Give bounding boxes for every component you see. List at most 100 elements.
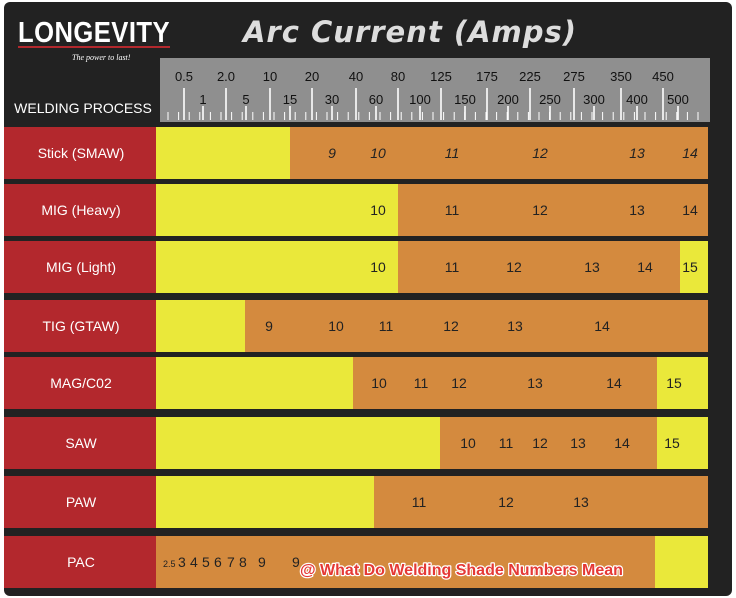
scale-tick-label-lower: 100 <box>409 92 431 107</box>
table-row: SAW 10 11 12 13 14 15 <box>4 417 708 469</box>
process-label: MIG (Heavy) <box>41 202 120 218</box>
shade-number: 15 <box>664 435 680 451</box>
shade-number: 5 <box>202 554 210 570</box>
process-column-header: WELDING PROCESS <box>14 100 152 116</box>
shade-number: 15 <box>666 375 682 391</box>
scale-tick-label-upper: 350 <box>610 69 632 84</box>
scale-tick-label-upper: 80 <box>391 69 405 84</box>
shade-number: 12 <box>443 318 459 334</box>
no-filter-band <box>156 184 398 236</box>
shade-number: 10 <box>370 259 386 275</box>
scale-tick-label-upper: 225 <box>519 69 541 84</box>
shade-number: 9 <box>258 554 266 570</box>
no-filter-band <box>156 127 290 179</box>
shade-number: 14 <box>606 375 622 391</box>
shade-15-band <box>680 241 708 293</box>
process-label: PAC <box>67 554 95 570</box>
logo-text: LONGEVITY <box>18 17 170 49</box>
shade-number: 10 <box>371 375 387 391</box>
shade-number: 9 <box>328 145 336 161</box>
table-row: MIG (Light) 10 11 12 13 14 15 <box>4 241 708 293</box>
shade-band <box>156 536 655 588</box>
scale-tick-label-upper: 450 <box>652 69 674 84</box>
process-label-cell <box>4 300 156 352</box>
shade-number: 4 <box>190 554 198 570</box>
shade-number: 11 <box>412 494 427 510</box>
process-label: Stick (SMAW) <box>38 145 125 161</box>
shade-number: 12 <box>451 375 467 391</box>
table-row: TIG (GTAW) 9 10 11 12 13 14 <box>4 300 708 352</box>
process-label-cell <box>4 357 156 409</box>
process-label-cell <box>4 184 156 236</box>
shade-number: 12 <box>532 145 548 161</box>
watermark-text: @ What Do Welding Shade Numbers Mean <box>300 562 623 579</box>
shade-number: 10 <box>370 145 386 161</box>
table-row: MAG/C02 10 11 12 13 14 15 <box>4 357 708 409</box>
scale-tick-label-lower: 300 <box>583 92 605 107</box>
process-label-cell <box>4 241 156 293</box>
shade-number: 12 <box>506 259 522 275</box>
shade-number: 11 <box>379 318 394 334</box>
scale-tick-label-upper: 40 <box>349 69 363 84</box>
process-label-cell <box>4 536 156 588</box>
shade-number: 11 <box>499 435 514 451</box>
process-label: MIG (Light) <box>46 259 116 275</box>
no-filter-band <box>156 357 353 409</box>
table-row: Stick (SMAW) 9 10 11 12 13 14 <box>4 127 708 179</box>
shade-number: 9 <box>292 554 300 570</box>
scale-bar <box>160 58 710 122</box>
shade-number: 14 <box>614 435 630 451</box>
chart-title: Arc Current (Amps) <box>241 15 577 49</box>
shade-number: 3 <box>178 554 186 570</box>
scale-tick-label-lower: 200 <box>497 92 519 107</box>
process-label-cell <box>4 417 156 469</box>
shade-number: 14 <box>637 259 653 275</box>
shade-15-band <box>657 357 708 409</box>
no-filter-band <box>156 300 245 352</box>
shade-number: 12 <box>532 202 548 218</box>
shade-number: 11 <box>445 259 460 275</box>
shade-number: 13 <box>570 435 586 451</box>
process-label-cell <box>4 476 156 528</box>
scale-tick-label-lower: 500 <box>667 92 689 107</box>
process-label: TIG (GTAW) <box>43 318 120 334</box>
table-row: MIG (Heavy) 10 11 12 13 14 <box>4 184 708 236</box>
shade-number: 13 <box>527 375 543 391</box>
scale-tick-label-lower: 60 <box>369 92 383 107</box>
shade-number: 10 <box>460 435 476 451</box>
shade-number: 14 <box>594 318 610 334</box>
shade-number: 11 <box>445 145 460 161</box>
shade-number: 10 <box>370 202 386 218</box>
scale-tick-label-lower: 30 <box>325 92 339 107</box>
shade-number: 13 <box>584 259 600 275</box>
shade-number: 10 <box>328 318 344 334</box>
shade-number: 11 <box>445 202 460 218</box>
table-row: PAW 11 12 13 <box>4 476 708 528</box>
shade-15-band <box>655 536 708 588</box>
shade-number: 13 <box>629 145 645 161</box>
no-filter-band <box>156 476 374 528</box>
process-label-cell <box>4 127 156 179</box>
shade-number: 13 <box>573 494 589 510</box>
process-label: PAW <box>66 494 97 510</box>
shade-band <box>156 300 708 352</box>
shade-number: 12 <box>532 435 548 451</box>
shade-15-band <box>657 417 708 469</box>
shade-number: 7 <box>227 554 235 570</box>
scale-tick-label-upper: 10 <box>263 69 277 84</box>
shade-number: 2.5 <box>163 559 176 569</box>
scale-tick-label-upper: 125 <box>430 69 452 84</box>
scale-tick-label-upper: 2.0 <box>217 69 235 84</box>
shade-number: 13 <box>507 318 523 334</box>
scale-tick-label-upper: 20 <box>305 69 319 84</box>
shade-number: 11 <box>414 375 429 391</box>
no-filter-band <box>156 241 398 293</box>
scale-tick-label-lower: 1 <box>199 92 206 107</box>
shade-number: 14 <box>682 202 698 218</box>
shade-number: 6 <box>214 554 222 570</box>
shade-number: 13 <box>629 202 645 218</box>
scale-tick-label-lower: 250 <box>539 92 561 107</box>
scale-tick-label-upper: 275 <box>563 69 585 84</box>
scale-tick-label-lower: 15 <box>283 92 297 107</box>
logo-underline <box>18 46 170 48</box>
